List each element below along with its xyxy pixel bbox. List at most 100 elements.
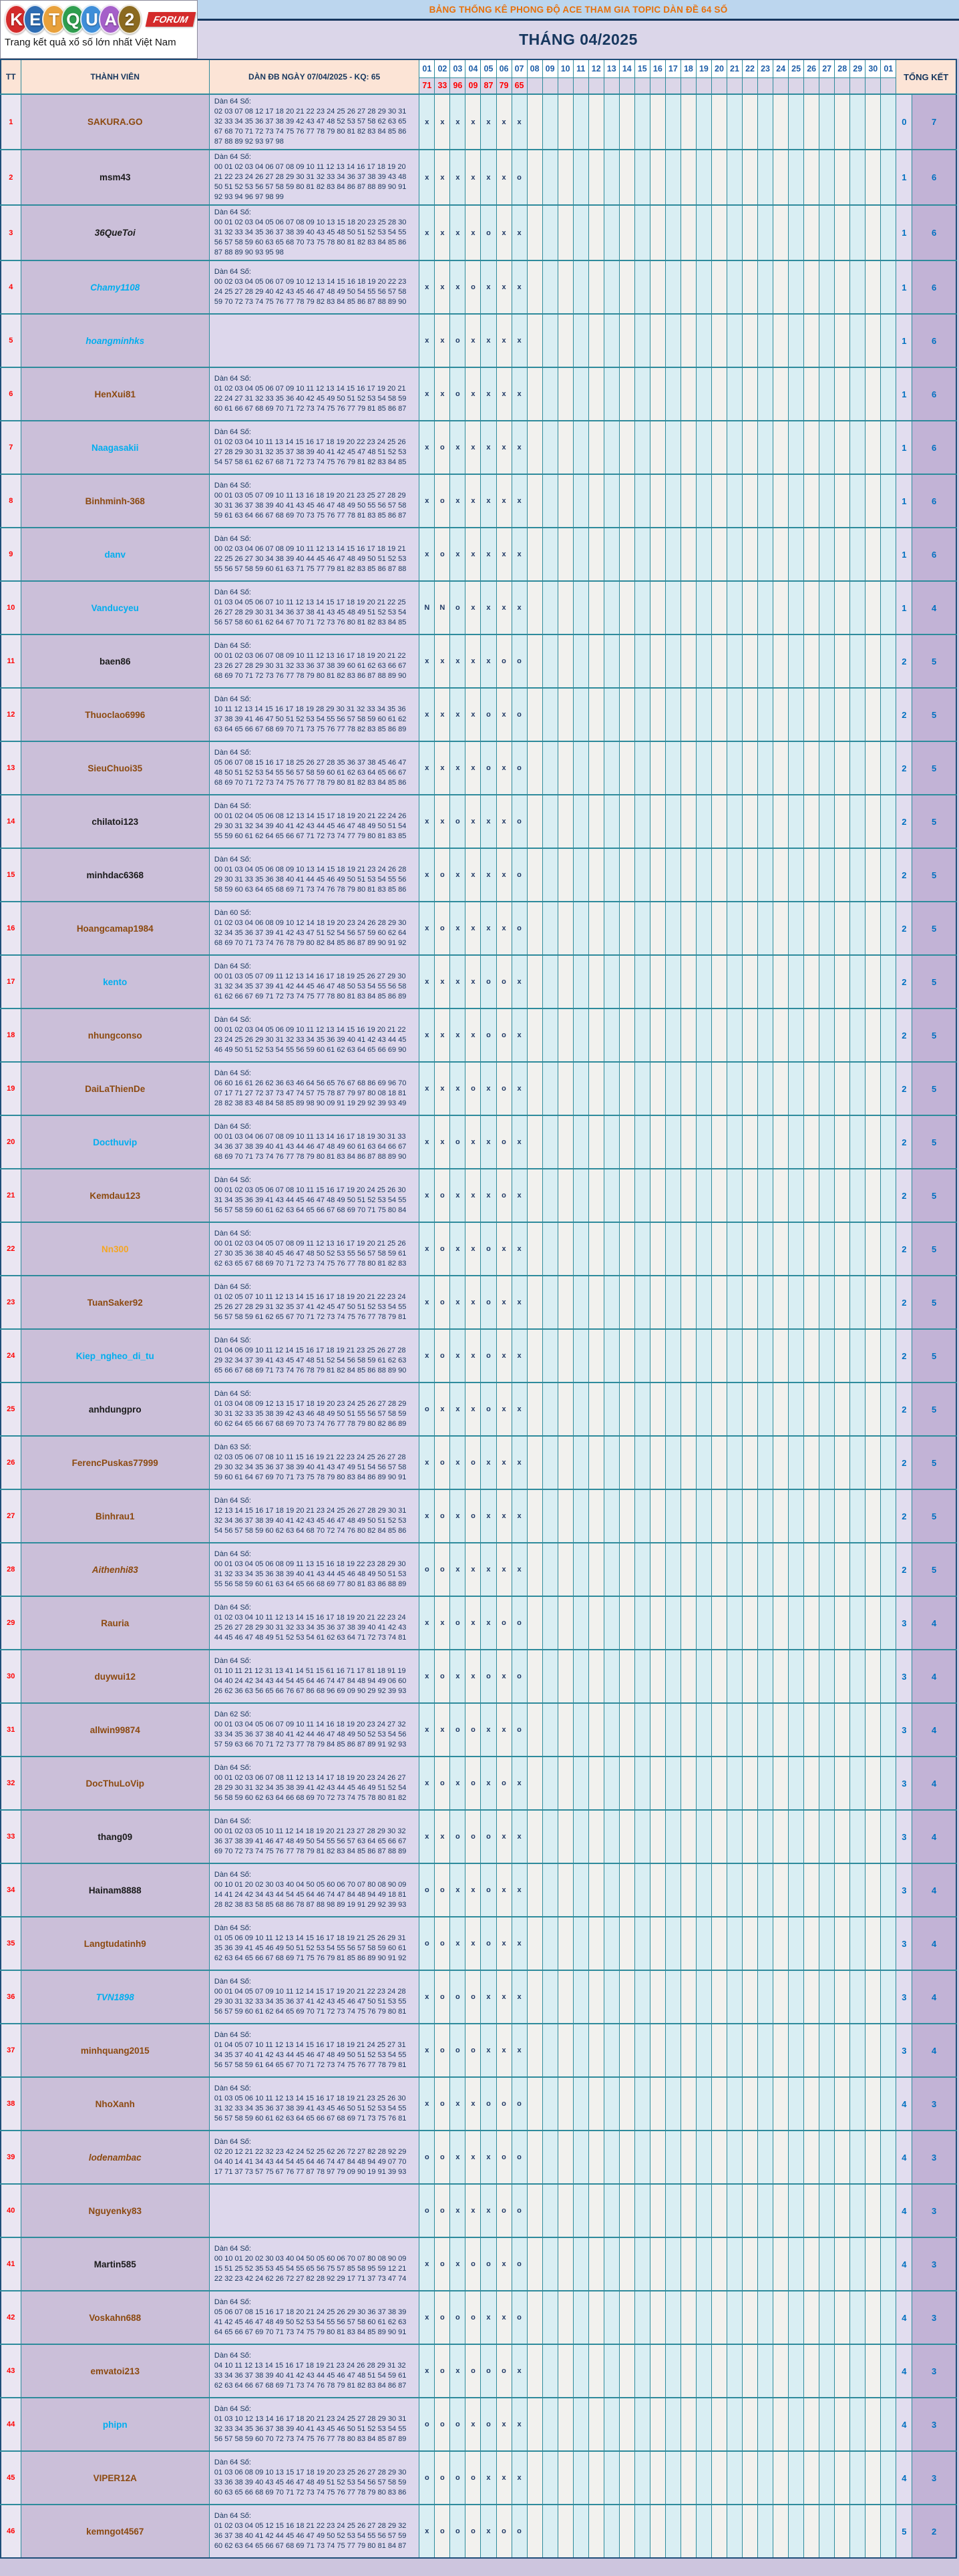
day-mark-cell: [664, 1169, 681, 1222]
member-name[interactable]: NhoXanh: [20, 2077, 210, 2131]
day-mark-cell: [542, 581, 558, 634]
member-name[interactable]: Aithenhi83: [20, 1543, 210, 1596]
member-name[interactable]: phipn: [20, 2398, 210, 2451]
member-name[interactable]: nhungconso: [20, 1008, 210, 1062]
member-name[interactable]: Hainam8888: [20, 1863, 210, 1917]
day-mark-cell: [834, 2451, 850, 2505]
day-mark-cell: [726, 205, 743, 260]
member-name[interactable]: Binhrau1: [20, 1489, 210, 1543]
member-name[interactable]: thang09: [20, 1810, 210, 1863]
total-wins: 4: [896, 2451, 912, 2505]
member-name[interactable]: VIPER12A: [20, 2451, 210, 2505]
member-name[interactable]: Kiep_ngheo_di_tu: [20, 1329, 210, 1383]
member-name[interactable]: Nguyenky83: [20, 2184, 210, 2237]
member-name[interactable]: TuanSaker92: [20, 1276, 210, 1329]
member-name[interactable]: Martin585: [20, 2237, 210, 2291]
day-mark-cell: [618, 581, 635, 634]
day-mark-cell: [819, 2024, 835, 2077]
member-name[interactable]: duywui12: [20, 1650, 210, 1703]
member-name[interactable]: TVN1898: [20, 1970, 210, 2024]
day-mark-cell: x: [465, 688, 481, 741]
day-mark-cell: [834, 688, 850, 741]
member-row: 14 chilatoi123 Dàn 64 Số: 00 01 02 04 05 06…: [0, 795, 956, 848]
member-name[interactable]: lodenambac: [20, 2131, 210, 2184]
member-name[interactable]: hoangminhks: [20, 314, 210, 367]
day-mark-cell: [542, 634, 558, 688]
member-name[interactable]: msm43: [20, 150, 210, 205]
day-mark-cell: [588, 474, 604, 528]
day-mark-cell: o: [449, 2451, 465, 2505]
day-mark-cell: [542, 2398, 558, 2451]
dan-numbers: 00 01 02 04 05 06 08 12 13 14 15 17 18 1…: [214, 812, 407, 840]
day-mark-cell: [526, 581, 543, 634]
day-mark-cell: x: [434, 1062, 450, 1115]
member-name[interactable]: HenXui81: [20, 367, 210, 421]
day-mark-cell: x: [419, 2237, 435, 2291]
member-name[interactable]: Thuoclao6996: [20, 688, 210, 741]
member-name[interactable]: Voskahn688: [20, 2291, 210, 2344]
day-mark-cell: [803, 688, 819, 741]
day-mark-cell: [803, 260, 819, 314]
day-mark-cell: [865, 1329, 881, 1383]
member-name[interactable]: Binhminh-368: [20, 474, 210, 528]
member-name[interactable]: anhdungpro: [20, 1383, 210, 1436]
day-mark-cell: [741, 1703, 758, 1757]
member-name[interactable]: FerencPuskas77999: [20, 1436, 210, 1489]
day-mark-cell: [557, 1169, 574, 1222]
member-name[interactable]: SAKURA.GO: [20, 94, 210, 150]
day-mark-cell: [572, 1329, 589, 1383]
day-mark-cell: [726, 795, 743, 848]
member-row: 4 Chamy1108 Dàn 64 Số: 00 02 03 04 05 06 07…: [0, 260, 956, 314]
day-mark-cell: [649, 1276, 666, 1329]
member-name[interactable]: baen86: [20, 634, 210, 688]
member-name[interactable]: DocThuLoVip: [20, 1757, 210, 1810]
day-mark-cell: [572, 205, 589, 260]
day-mark-cell: [849, 1222, 866, 1276]
day-mark-cell: x: [465, 1863, 481, 1917]
member-name[interactable]: allwin99874: [20, 1703, 210, 1757]
member-name[interactable]: 36QueToi: [20, 205, 210, 260]
day-mark-cell: [880, 1062, 896, 1115]
day-mark-cell: o: [465, 1970, 481, 2024]
member-name[interactable]: Docthuvip: [20, 1115, 210, 1169]
day-mark-cell: [557, 474, 574, 528]
dan-cell: Dàn 64 Số: 00 01 02 03 05 10 11 12 14 18 …: [208, 1810, 419, 1863]
member-name[interactable]: Vanducyeu: [20, 581, 210, 634]
day-mark-cell: [664, 474, 681, 528]
day-mark-cell: [618, 1810, 635, 1863]
member-name[interactable]: Kemdau123: [20, 1169, 210, 1222]
day-mark-cell: x: [511, 1008, 528, 1062]
total-losses: 4: [912, 1863, 956, 1917]
member-name[interactable]: Rauria: [20, 1596, 210, 1650]
member-name[interactable]: Naagasakii: [20, 421, 210, 474]
day-mark-cell: [649, 955, 666, 1008]
day-mark-cell: [557, 150, 574, 205]
day-mark-cell: [726, 1810, 743, 1863]
member-name[interactable]: minhdac6368: [20, 848, 210, 902]
day-mark-cell: [788, 2184, 804, 2237]
member-name[interactable]: SieuChuoi35: [20, 741, 210, 795]
total-losses: 5: [912, 1169, 956, 1222]
member-name[interactable]: chilatoi123: [20, 795, 210, 848]
member-name[interactable]: Nn300: [20, 1222, 210, 1276]
member-name[interactable]: kento: [20, 955, 210, 1008]
day-mark-cell: [773, 1169, 789, 1222]
member-name[interactable]: DaiLaThienDe: [20, 1062, 210, 1115]
day-mark-cell: [588, 1008, 604, 1062]
day-mark-cell: [849, 260, 866, 314]
day-mark-cell: [572, 2398, 589, 2451]
member-name[interactable]: kemngot4567: [20, 2505, 210, 2558]
day-mark-cell: [849, 1062, 866, 1115]
member-name[interactable]: minhquang2015: [20, 2024, 210, 2077]
day-mark-cell: [557, 1489, 574, 1543]
day-mark-cell: x: [480, 1062, 496, 1115]
member-name[interactable]: Hoangcamap1984: [20, 902, 210, 955]
member-name[interactable]: emvatoi213: [20, 2344, 210, 2398]
member-name[interactable]: Langtudatinh9: [20, 1917, 210, 1970]
member-name[interactable]: danv: [20, 528, 210, 581]
site-logo[interactable]: K E T Q U A 2 FORUM Trang kết quả xổ số lớn nhấ…: [0, 0, 198, 59]
member-name[interactable]: Chamy1108: [20, 260, 210, 314]
day-mark-cell: [788, 581, 804, 634]
dan-cell: Dàn 64 Số: 01 04 05 07 10 11 12 13 14 15 …: [208, 2024, 419, 2077]
day-mark-cell: [664, 2077, 681, 2131]
